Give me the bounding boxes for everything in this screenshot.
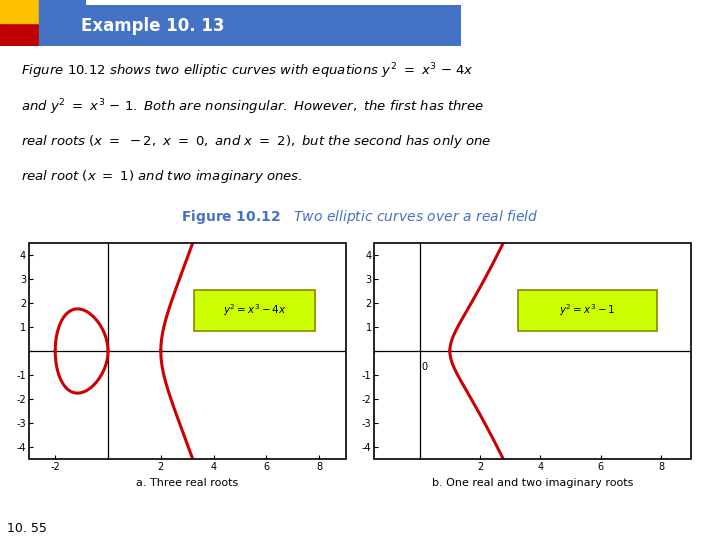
Bar: [39, 0, 86, 46]
Bar: [29, 243, 346, 459]
Text: b. One real and two imaginary roots: b. One real and two imaginary roots: [432, 478, 634, 488]
Text: $y^2 = x^3 - 1$: $y^2 = x^3 - 1$: [559, 302, 616, 318]
Bar: [374, 243, 691, 459]
Bar: [0, 0, 48, 23]
Text: 10. 55: 10. 55: [7, 522, 47, 535]
Text: $\it{Figure\ 10.12\ shows\ two\ elliptic\ curves\ with\ equations\ y}^{\mathit{2: $\it{Figure\ 10.12\ shows\ two\ elliptic…: [22, 62, 474, 81]
Text: a. Three real roots: a. Three real roots: [136, 478, 238, 488]
Text: Example 10. 13: Example 10. 13: [81, 17, 224, 35]
Text: $y^2 = x^3 - 4x$: $y^2 = x^3 - 4x$: [222, 302, 287, 318]
Text: $\it{and\ y}^{\mathit{2}}\ \it{=\ x}^{\mathit{3}}\ \it{-\ 1.\ Both\ are\ nonsing: $\it{and\ y}^{\mathit{2}}\ \it{=\ x}^{\m…: [22, 97, 485, 117]
Text: $\mathbf{Figure\ 10.12}$$\quad$$\it{Two\ elliptic\ curves\ over\ a\ real\ field}: $\mathbf{Figure\ 10.12}$$\quad$$\it{Two\…: [181, 208, 539, 226]
Text: 0: 0: [421, 362, 428, 372]
Text: $\it{real\ root\ (x\ =\ 1)\ and\ two\ imaginary\ ones.}$: $\it{real\ root\ (x\ =\ 1)\ and\ two\ im…: [22, 168, 303, 185]
FancyBboxPatch shape: [194, 290, 315, 330]
FancyBboxPatch shape: [518, 290, 657, 330]
Text: $\it{real\ roots\ (x\ =\ -2,\ x\ =\ 0,\ and\ x\ =\ 2),\ but\ the\ second\ has\ o: $\it{real\ roots\ (x\ =\ -2,\ x\ =\ 0,\ …: [22, 133, 492, 150]
Bar: [0, 14, 60, 46]
